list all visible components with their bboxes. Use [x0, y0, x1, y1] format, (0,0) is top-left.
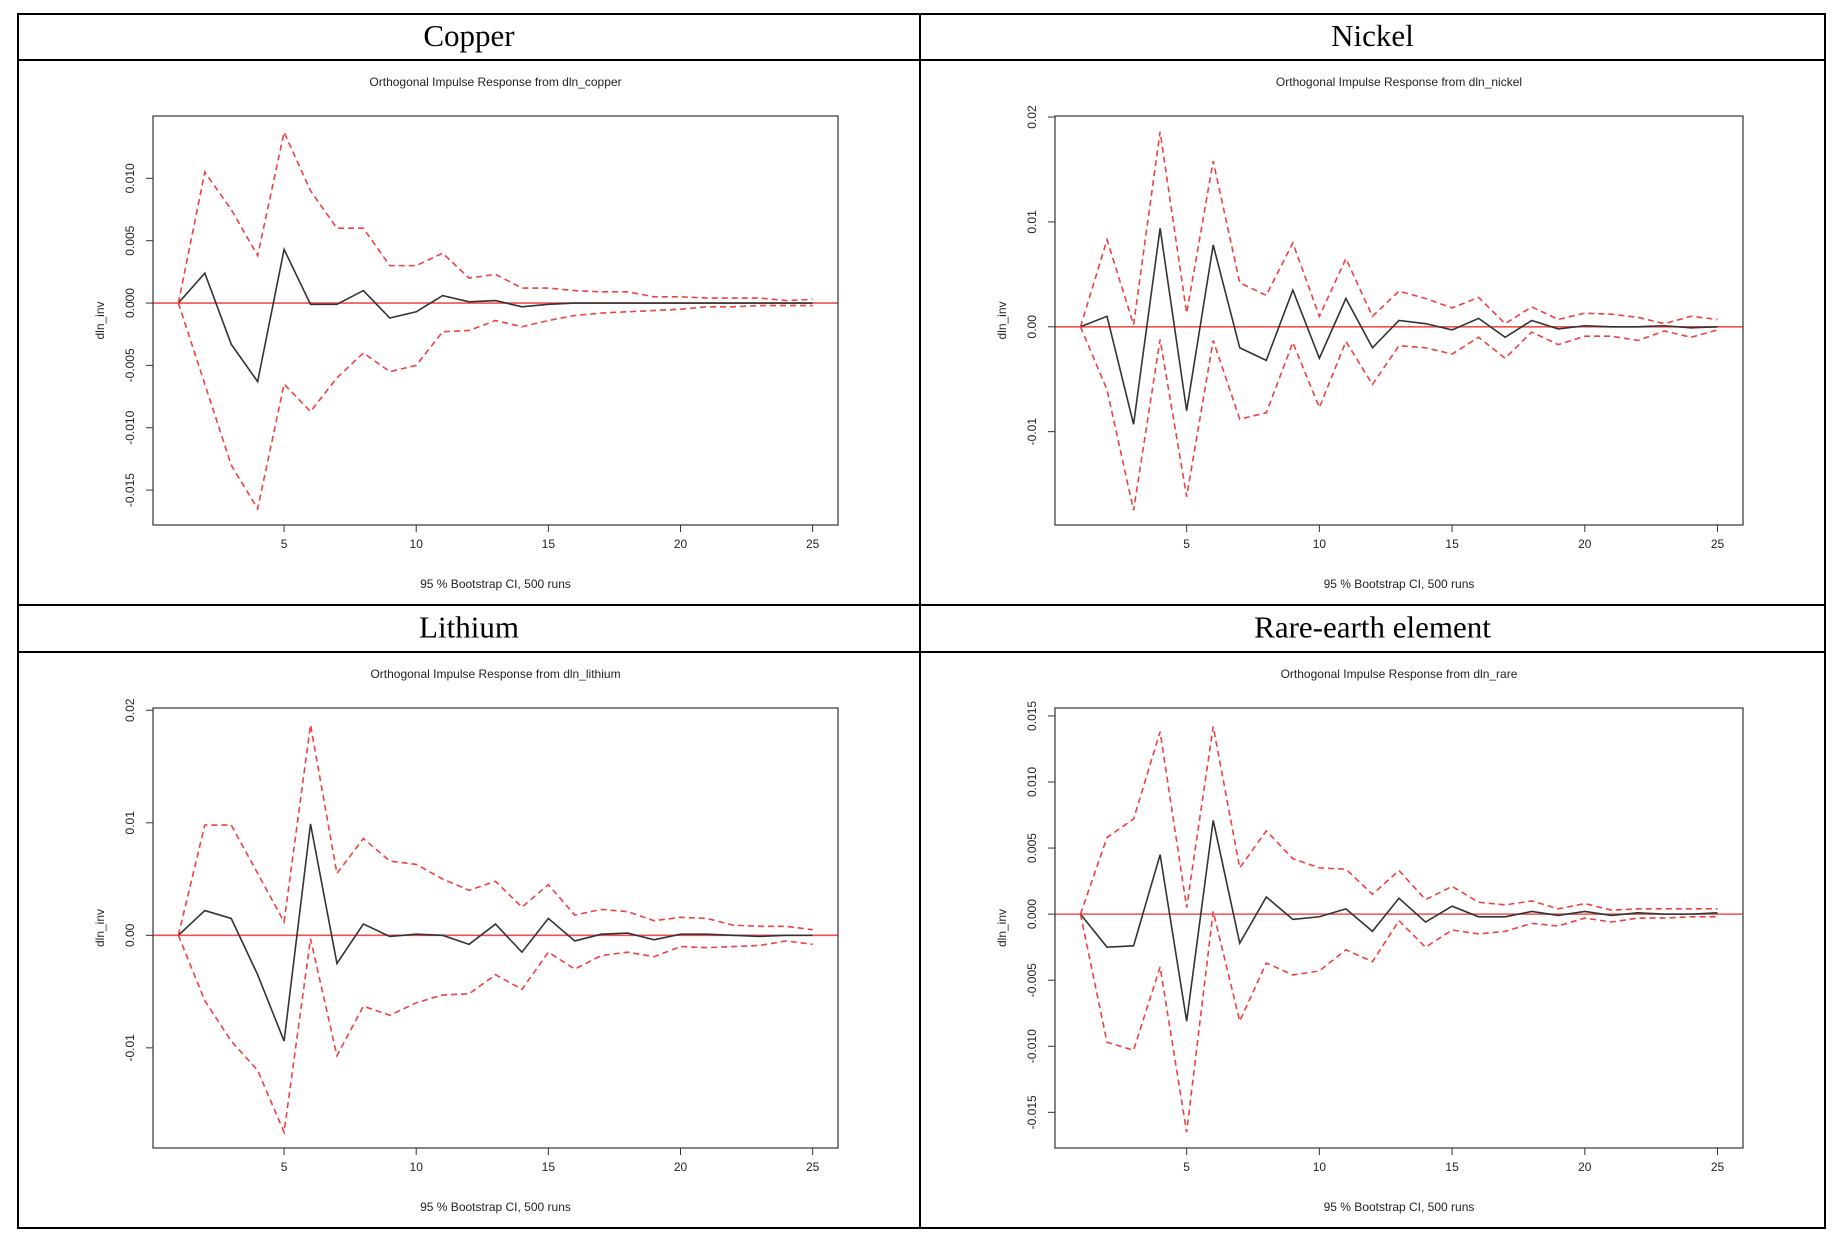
table-border — [17, 13, 1826, 1229]
response-line — [177, 823, 813, 1042]
y-tick-label: 0.02 — [1025, 105, 1039, 129]
response-line — [1079, 820, 1718, 1022]
ci-band-line — [177, 935, 813, 1136]
y-tick-label: 0.00 — [123, 923, 137, 947]
plot-frame — [1054, 707, 1744, 1149]
ci-band-line — [1079, 911, 1718, 1133]
chart-title: Orthogonal Impulse Response from dln_rar… — [1281, 667, 1518, 681]
y-tick-label: 0.02 — [123, 698, 137, 722]
y-tick-label: -0.015 — [123, 473, 137, 507]
y-tick-label: 0.015 — [1025, 701, 1039, 731]
x-tick-label: 20 — [1578, 1160, 1592, 1174]
y-tick-label: -0.01 — [1025, 418, 1039, 446]
y-tick-label: 0.00 — [1025, 315, 1039, 339]
x-tick-label: 20 — [674, 1160, 688, 1174]
x-tick-label: 5 — [1183, 1160, 1190, 1174]
chart-title: Orthogonal Impulse Response from dln_nic… — [1276, 75, 1522, 89]
x-tick-label: 5 — [281, 1160, 288, 1174]
x-tick-label: 5 — [1183, 537, 1190, 551]
y-tick-label: 0.005 — [1025, 833, 1039, 863]
y-tick-label: 0.01 — [1025, 210, 1039, 234]
x-tick-label: 25 — [806, 537, 820, 551]
ci-band-line — [177, 302, 813, 511]
x-tick-label: 20 — [1578, 537, 1592, 551]
panel-heading: Nickel — [1331, 18, 1414, 53]
y-tick-label: -0.010 — [1025, 1029, 1039, 1063]
x-axis-label: 95 % Bootstrap CI, 500 runs — [420, 1200, 571, 1214]
chart-panel: Nickel Orthogonal Impulse Response from d… — [995, 18, 1744, 591]
x-tick-label: 15 — [1445, 1160, 1459, 1174]
x-tick-label: 15 — [1445, 537, 1459, 551]
chart-panel: Lithium Orthogonal Impulse Response from … — [93, 610, 839, 1214]
x-tick-label: 10 — [410, 1160, 424, 1174]
response-line — [1080, 228, 1718, 425]
panel-heading: Copper — [423, 18, 515, 53]
x-tick-label: 25 — [806, 1160, 820, 1174]
x-axis-label: 95 % Bootstrap CI, 500 runs — [1324, 1200, 1475, 1214]
y-tick-label: -0.015 — [1025, 1095, 1039, 1129]
y-axis-label: dln_inv — [93, 909, 107, 947]
x-tick-label: 20 — [674, 537, 688, 551]
chart-panel: Copper Orthogonal Impulse Response from d… — [93, 18, 839, 591]
y-axis-label: dln_inv — [995, 909, 1009, 947]
x-tick-label: 5 — [281, 537, 288, 551]
x-tick-label: 10 — [410, 537, 424, 551]
y-tick-label: 0.000 — [123, 288, 137, 318]
y-tick-label: 0.01 — [123, 811, 137, 835]
plot-frame — [152, 707, 839, 1149]
x-tick-label: 25 — [1711, 1160, 1725, 1174]
ci-band-line — [177, 724, 813, 936]
ci-band-line — [1079, 326, 1718, 511]
ci-band-line — [1079, 726, 1718, 915]
plot-frame — [1054, 115, 1744, 526]
x-tick-label: 10 — [1313, 537, 1327, 551]
x-axis-label: 95 % Bootstrap CI, 500 runs — [420, 577, 571, 591]
ci-band-line — [1079, 131, 1718, 328]
x-tick-label: 15 — [542, 537, 556, 551]
panel-heading: Rare-earth element — [1254, 610, 1491, 645]
y-tick-label: -0.01 — [123, 1034, 137, 1062]
panel-heading: Lithium — [419, 610, 519, 645]
x-axis-label: 95 % Bootstrap CI, 500 runs — [1324, 577, 1475, 591]
y-tick-label: -0.010 — [123, 410, 137, 444]
y-tick-label: -0.005 — [1025, 963, 1039, 997]
y-tick-label: 0.010 — [1025, 767, 1039, 797]
x-tick-label: 10 — [1313, 1160, 1327, 1174]
chart-panel: Rare-earth element Orthogonal Impulse Res… — [995, 610, 1744, 1214]
y-axis-label: dln_inv — [995, 301, 1009, 339]
chart-title: Orthogonal Impulse Response from dln_lit… — [370, 667, 620, 681]
y-tick-label: 0.010 — [123, 163, 137, 193]
plot-frame — [152, 115, 839, 526]
x-tick-label: 15 — [542, 1160, 556, 1174]
response-line — [177, 246, 813, 384]
y-tick-label: 0.000 — [1025, 899, 1039, 929]
y-axis-label: dln_inv — [93, 301, 107, 339]
y-tick-label: 0.005 — [123, 225, 137, 255]
chart-title: Orthogonal Impulse Response from dln_cop… — [369, 75, 621, 89]
x-tick-label: 25 — [1711, 537, 1725, 551]
ci-band-line — [177, 129, 813, 304]
y-tick-label: -0.005 — [123, 348, 137, 382]
